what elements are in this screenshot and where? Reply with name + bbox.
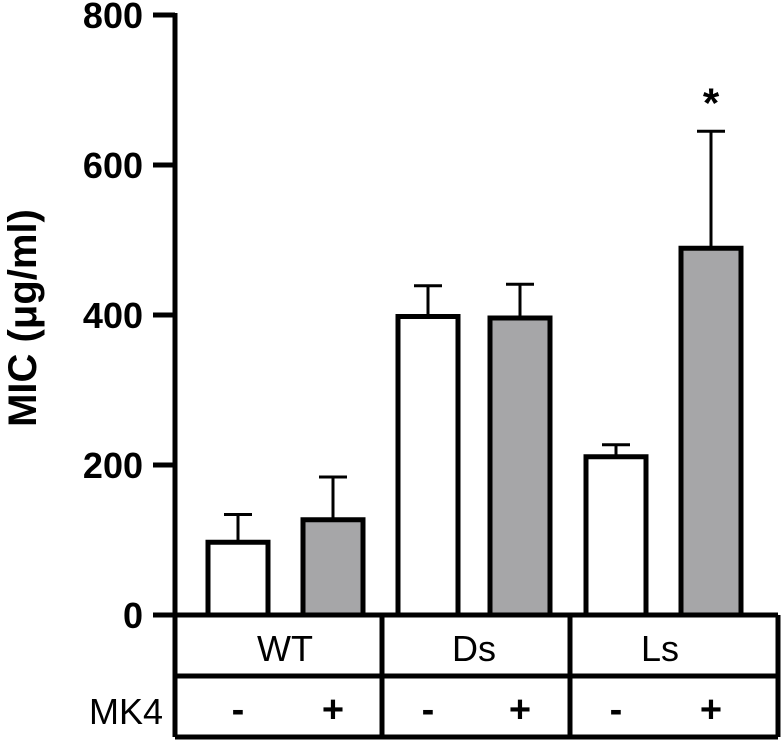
condition-marker-minus: - (610, 689, 623, 731)
bar-ds-plus (487, 315, 553, 618)
bars-layer: * (205, 79, 744, 618)
y-tick-label: 600 (83, 145, 143, 186)
y-tick-label: 0 (123, 595, 143, 636)
y-tick-label: 400 (83, 295, 143, 336)
condition-marker-minus: - (232, 689, 245, 731)
condition-marker-plus: + (322, 689, 344, 731)
condition-row-label: MK4 (89, 691, 163, 732)
y-tick-label: 800 (83, 0, 143, 36)
bar-wt-plus (300, 517, 366, 618)
group-label-table: WT Ds Ls MK4 - + - + - + (89, 612, 781, 740)
condition-marker-plus: + (700, 689, 722, 731)
group-label-ds: Ds (452, 628, 496, 669)
group-label-ls: Ls (641, 628, 679, 669)
condition-marker-plus: + (509, 689, 531, 731)
y-axis: 0 200 400 600 800 (83, 0, 178, 636)
y-axis-title: MIC (μg/ml) (1, 209, 45, 427)
bar-ls-minus (583, 454, 649, 618)
group-label-wt: WT (257, 628, 313, 669)
bar-ds-minus (395, 314, 461, 618)
condition-marker-minus: - (422, 689, 435, 731)
bar-wt-minus (205, 539, 271, 618)
y-tick-label: 200 (83, 445, 143, 486)
bar-ls-plus (678, 245, 744, 618)
significance-marker-ls-plus: * (703, 79, 720, 126)
